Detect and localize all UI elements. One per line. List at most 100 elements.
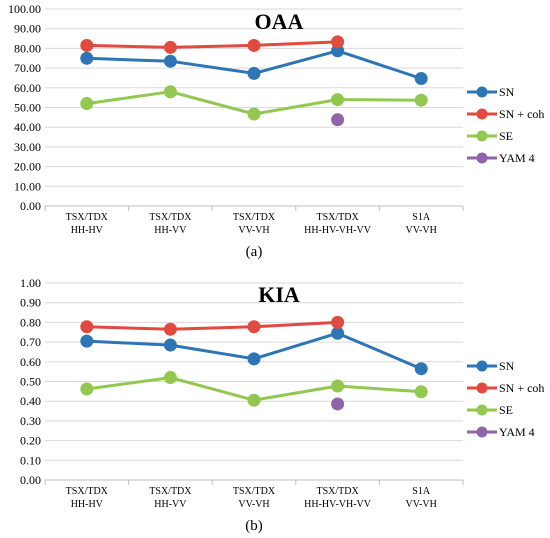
data-point <box>247 107 261 121</box>
data-point <box>163 338 177 352</box>
legend-label: SN <box>499 85 515 99</box>
data-point <box>80 51 94 65</box>
x-tick-label-line2: VV-VH <box>406 225 437 236</box>
legend-swatch-marker <box>476 382 488 394</box>
legend-label: SE <box>499 129 513 143</box>
data-point <box>80 382 94 396</box>
x-tick-label-line1: TSX/TDX <box>233 212 276 223</box>
data-point <box>247 38 261 52</box>
chart-panel-kia: 0.00 0.10 0.20 0.30 0.40 0.50 0.60 0.70 0.80 0.90… <box>20 276 544 534</box>
x-tick-label-line1: TSX/TDX <box>66 486 109 497</box>
series-line-sn-coh <box>86 320 338 331</box>
y-tick-label: 0.10 <box>20 453 41 467</box>
chart-title: OAA <box>255 9 304 34</box>
legend-item: SN <box>467 85 515 99</box>
legend-swatch-marker <box>476 404 488 416</box>
legend-item: SE <box>467 403 513 417</box>
legend-swatch-marker <box>476 108 488 120</box>
data-point <box>331 113 345 127</box>
y-tick-label: 0.80 <box>20 315 41 329</box>
data-point <box>163 322 177 336</box>
x-tick-label-line1: TSX/TDX <box>316 212 359 223</box>
x-tick-label: TSX/TDX HH-VV <box>149 486 192 510</box>
legend-label: SN + coh <box>499 107 544 121</box>
x-tick-label-line1: TSX/TDX <box>149 486 192 497</box>
data-point <box>331 35 345 49</box>
x-tick-label: TSX/TDX HH-HV <box>66 486 109 510</box>
legend-swatch-marker <box>476 426 488 438</box>
data-point <box>414 72 428 86</box>
x-tick-label-line2: HH-VV <box>154 225 187 236</box>
legend-label: SE <box>499 403 513 417</box>
legend-label: SN <box>499 359 515 373</box>
data-point <box>414 362 428 376</box>
x-tick-label-line1: TSX/TDX <box>316 486 359 497</box>
x-tick-label: TSX/TDX VV-VH <box>233 486 276 510</box>
y-tick-label: 80.00 <box>14 41 41 55</box>
y-tick-label: 60.00 <box>14 81 41 95</box>
data-point <box>80 320 94 334</box>
series-line-sn-coh <box>86 40 338 49</box>
x-tick-label: S1A VV-VH <box>406 486 437 510</box>
x-tick-label-line2: HH-HV-VH-VV <box>304 225 372 236</box>
x-tick-label-line2: HH-VV <box>154 499 187 510</box>
y-tick-label: 0.60 <box>20 355 41 369</box>
data-point <box>331 397 345 411</box>
x-tick-label: TSX/TDX HH-HV-VH-VV <box>304 212 372 236</box>
panel-label: (b) <box>245 518 263 534</box>
x-tick-label-line1: S1A <box>412 212 431 223</box>
data-point <box>163 371 177 385</box>
y-tick-label: 70.00 <box>14 61 41 75</box>
x-tick-label-line1: TSX/TDX <box>233 486 276 497</box>
data-point <box>247 352 261 366</box>
legend-swatch-marker <box>476 86 488 98</box>
data-point <box>163 54 177 68</box>
x-tick-label-line1: S1A <box>412 486 431 497</box>
data-point <box>80 38 94 52</box>
legend-item: SN + coh <box>467 107 544 121</box>
legend-label: YAM 4 <box>499 151 535 165</box>
legend-item: YAM 4 <box>467 151 535 165</box>
data-point <box>414 93 428 107</box>
x-tick-label-line2: HH-HV <box>71 225 104 236</box>
y-tick-label: 0.00 <box>20 199 41 213</box>
x-tick-label: TSX/TDX HH-HV-VH-VV <box>304 486 372 510</box>
data-point <box>331 93 345 107</box>
data-point <box>331 379 345 393</box>
legend-swatch-marker <box>476 152 488 164</box>
data-point <box>247 66 261 80</box>
y-tick-label: 30.00 <box>14 140 41 154</box>
x-tick-label: S1A VV-VH <box>406 212 437 236</box>
y-tick-label: 0.00 <box>20 473 41 487</box>
x-tick-label-line2: VV-VH <box>238 225 269 236</box>
legend-swatch-marker <box>476 130 488 142</box>
y-tick-label: 40.00 <box>14 120 41 134</box>
y-tick-label: 0.70 <box>20 335 41 349</box>
panel-label: (a) <box>246 244 263 260</box>
x-tick-label-line2: VV-VH <box>406 499 437 510</box>
x-tick-label-line2: HH-HV <box>71 499 104 510</box>
legend-item: SN + coh <box>467 381 544 395</box>
x-tick-label-line2: HH-HV-VH-VV <box>304 499 372 510</box>
x-tick-label: TSX/TDX VV-VH <box>233 212 276 236</box>
data-point <box>331 326 345 340</box>
legend-item: SN <box>467 359 515 373</box>
legend-item: YAM 4 <box>467 425 535 439</box>
legend-label: SN + coh <box>499 381 544 395</box>
legend-item: SE <box>467 129 513 143</box>
y-tick-label: 90.00 <box>14 22 41 36</box>
data-point <box>80 334 94 348</box>
x-tick-label-line1: TSX/TDX <box>66 212 109 223</box>
data-point <box>80 97 94 111</box>
x-tick-label: TSX/TDX HH-HV <box>66 212 109 236</box>
x-tick-label: TSX/TDX HH-VV <box>149 212 192 236</box>
data-point <box>414 385 428 399</box>
chart-title: KIA <box>258 282 300 307</box>
legend-label: YAM 4 <box>499 425 535 439</box>
y-tick-label: 10.00 <box>14 179 41 193</box>
y-tick-label: 0.30 <box>20 414 41 428</box>
y-tick-label: 1.00 <box>20 276 41 290</box>
data-point <box>247 393 261 407</box>
legend-swatch-marker <box>476 360 488 372</box>
